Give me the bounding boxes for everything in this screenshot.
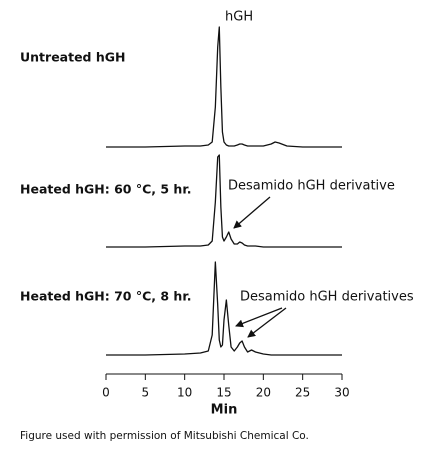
x-tick-label: 20 [256, 386, 271, 400]
trace [106, 261, 342, 356]
panel-label: Heated hGH: 70 °C, 8 hr. [20, 289, 191, 304]
annotation: Desamido hGH derivative [228, 179, 395, 194]
x-tick-label: 10 [177, 386, 192, 400]
x-tick-label: 25 [295, 386, 310, 400]
x-tick-label: 15 [216, 386, 231, 400]
panel-label: Untreated hGH [20, 50, 125, 65]
trace [106, 154, 342, 248]
panel-label: Heated hGH: 60 °C, 5 hr. [20, 182, 191, 197]
annotation: hGH [225, 10, 253, 25]
arrow [233, 196, 271, 229]
x-tick-label: 0 [102, 386, 110, 400]
caption: Figure used with permission of Mitsubish… [20, 430, 309, 442]
x-axis-title: Min [211, 403, 238, 418]
x-tick-label: 5 [142, 386, 150, 400]
annotation: Desamido hGH derivatives [240, 290, 414, 305]
arrow [235, 307, 283, 328]
trace [106, 26, 342, 148]
x-tick-label: 30 [334, 386, 349, 400]
arrow [247, 307, 287, 338]
